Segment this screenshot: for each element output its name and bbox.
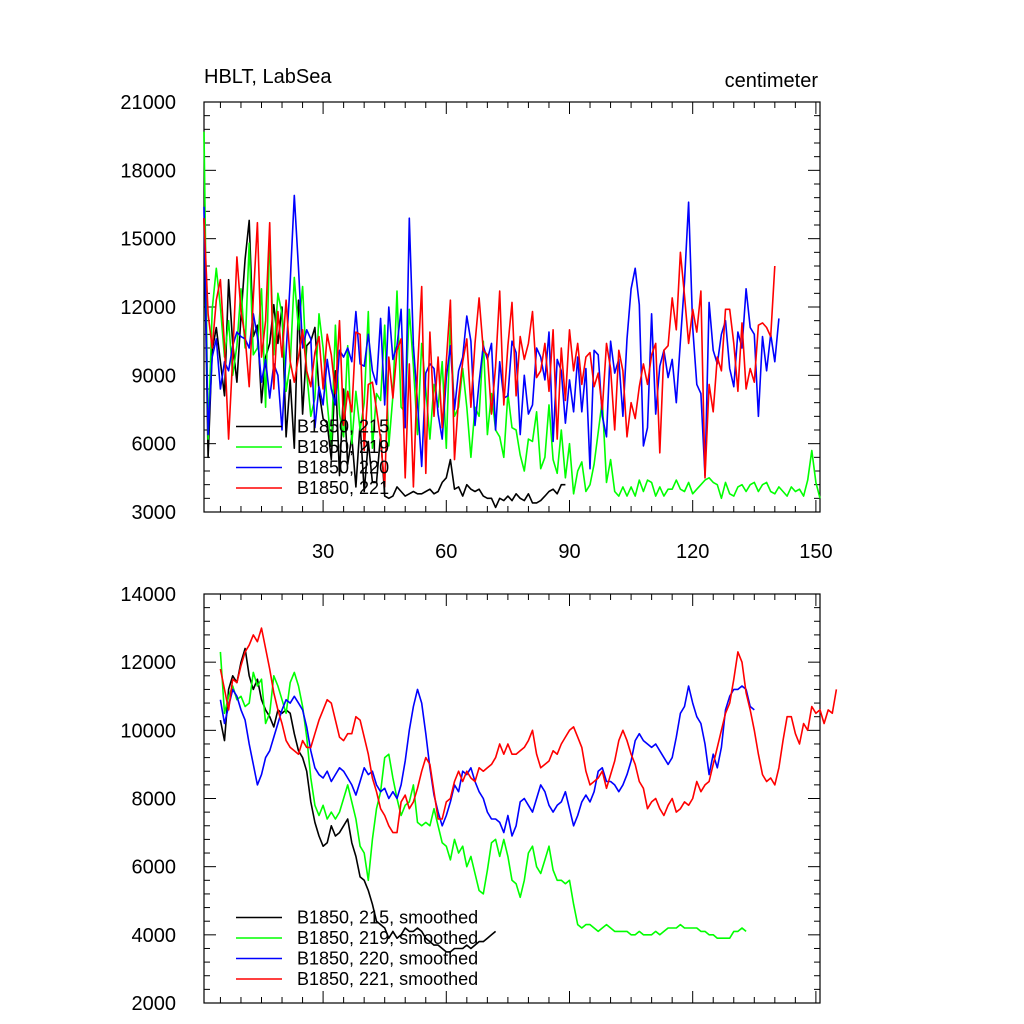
top-chart-units: centimeter [725,70,819,92]
bottom-y-tick-label: 12000 [120,652,176,674]
series-line-b1850-219-smoothed [219,651,747,940]
bottom-y-tick-label: 2000 [132,993,177,1015]
legend-label-b1850-221-smoothed: B1850, 221, smoothed [297,969,478,989]
bottom-y-tick-label: 8000 [132,789,177,811]
series-line-b1850-220 [203,194,780,477]
bottom-y-tick-label: 4000 [132,925,177,947]
series-line-b1850-220-smoothed [219,685,755,837]
top-y-tick-label: 21000 [120,92,176,114]
legend-label-b1850-219-smoothed: B1850, 219, smoothed [297,928,478,948]
legend-label-b1850-219: B1850, 219 [297,437,389,457]
legend-label-b1850-220: B1850, 220 [297,458,389,478]
top-y-tick-label: 15000 [120,229,176,251]
top-x-tick-label: 90 [558,541,580,563]
top-panel: HBLT, LabSea centimeter 3000 6000 9000 1200… [120,66,832,563]
bottom-y-tick-label: 6000 [132,857,177,879]
series-line-b1850-221 [203,218,776,488]
top-y-tick-label: 3000 [132,502,177,524]
top-x-tick-label: 30 [312,541,334,563]
top-y-tick-label: 12000 [120,297,176,319]
legend-label-b1850-221: B1850, 221 [297,478,389,498]
bottom-y-tick-label: 10000 [120,720,176,742]
series-line-b1850-221-smoothed [219,627,838,834]
bottom-panel: 2000 4000 6000 8000 10000 12000 14000 B1850, 2… [120,584,838,1015]
top-x-tick-label: 60 [435,541,457,563]
bottom-y-tick-label: 14000 [120,584,176,606]
top-y-tick-label: 9000 [132,365,177,387]
legend-label-b1850-215: B1850, 215 [297,417,389,437]
top-x-tick-label: 150 [799,541,832,563]
legend-label-b1850-215-smoothed: B1850, 215, smoothed [297,908,478,928]
top-y-tick-label: 6000 [132,434,177,456]
series-line-b1850-215-smoothed [219,647,497,953]
top-y-tick-label: 18000 [120,160,176,182]
top-chart-title: HBLT, LabSea [204,66,332,88]
top-x-tick-label: 120 [676,541,709,563]
legend-label-b1850-220-smoothed: B1850, 220, smoothed [297,949,478,969]
